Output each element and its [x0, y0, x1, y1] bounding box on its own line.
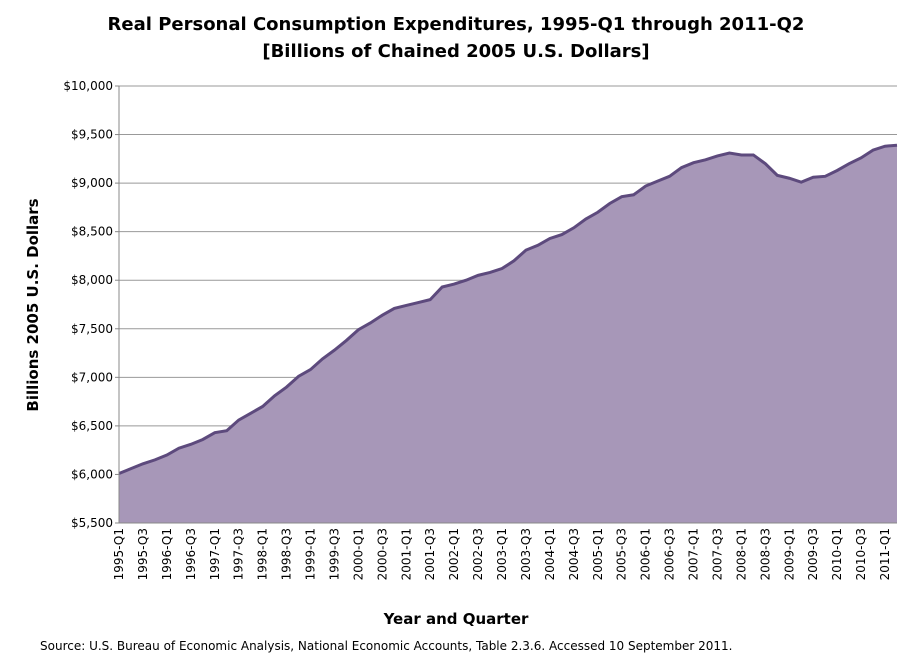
- x-tick-label: 2009-Q1: [782, 528, 796, 580]
- x-tick-label: 2006-Q1: [639, 528, 653, 580]
- source-note: Source: U.S. Bureau of Economic Analysis…: [40, 639, 732, 653]
- y-tick-label: $6,500: [71, 419, 113, 433]
- x-tick-label: 1999-Q1: [304, 528, 318, 580]
- y-tick-label: $9,500: [71, 128, 113, 142]
- x-tick-label: 2004-Q3: [567, 528, 581, 580]
- x-tick-label: 1995-Q3: [136, 528, 150, 580]
- x-tick-label: 2006-Q3: [663, 528, 677, 580]
- x-tick-label: 2005-Q3: [615, 528, 629, 580]
- x-tick-label: 2001-Q1: [399, 528, 413, 580]
- x-tick-label: 2007-Q1: [687, 528, 701, 580]
- x-tick-label: 1999-Q3: [327, 528, 341, 580]
- x-tick-label: 1996-Q1: [160, 528, 174, 580]
- y-tick-label: $7,000: [71, 370, 113, 384]
- x-tick-label: 2003-Q3: [519, 528, 533, 580]
- x-tick-label: 2009-Q3: [806, 528, 820, 580]
- x-tick-label: 1997-Q1: [208, 528, 222, 580]
- y-tick-label: $9,000: [71, 176, 113, 190]
- area: [119, 145, 897, 523]
- x-tick-label: 2008-Q3: [758, 528, 772, 580]
- x-tick-label: 2004-Q1: [543, 528, 557, 580]
- x-tick-label: 2008-Q1: [734, 528, 748, 580]
- y-tick-label: $8,000: [71, 273, 113, 287]
- y-tick-label: $8,500: [71, 225, 113, 239]
- x-tick-label: 2002-Q1: [447, 528, 461, 580]
- x-tick-label: 1998-Q3: [280, 528, 294, 580]
- x-tick-label: 2000-Q3: [375, 528, 389, 580]
- x-tick-label: 2000-Q1: [351, 528, 365, 580]
- x-tick-label: 2011-Q1: [878, 528, 892, 580]
- y-tick-label: $10,000: [63, 79, 113, 93]
- y-axis-label: Billions 2005 U.S. Dollars: [24, 198, 42, 411]
- x-tick-label: 2005-Q1: [591, 528, 605, 580]
- area-line: [118, 143, 898, 475]
- chart-subtitle: [Billions of Chained 2005 U.S. Dollars]: [262, 41, 649, 62]
- y-tick-label: $5,500: [71, 516, 113, 530]
- x-axis-label: Year and Quarter: [383, 610, 529, 628]
- x-tick-label: 1998-Q1: [256, 528, 270, 580]
- x-tick-label: 2003-Q1: [495, 528, 509, 580]
- chart-title: Real Personal Consumption Expenditures, …: [108, 14, 805, 35]
- x-tick-label: 1995-Q1: [112, 528, 126, 580]
- x-tick-label: 2002-Q3: [471, 528, 485, 580]
- x-tick-label: 1996-Q3: [184, 528, 198, 580]
- x-tick-label: 2010-Q3: [854, 528, 868, 580]
- y-tick-label: $7,500: [71, 322, 113, 336]
- x-tick-label: 2010-Q1: [830, 528, 844, 580]
- x-tick-label: 2001-Q3: [423, 528, 437, 580]
- x-tick-label: 2007-Q3: [710, 528, 724, 580]
- x-tick-label: 1997-Q3: [232, 528, 246, 580]
- y-tick-label: $6,000: [71, 467, 113, 481]
